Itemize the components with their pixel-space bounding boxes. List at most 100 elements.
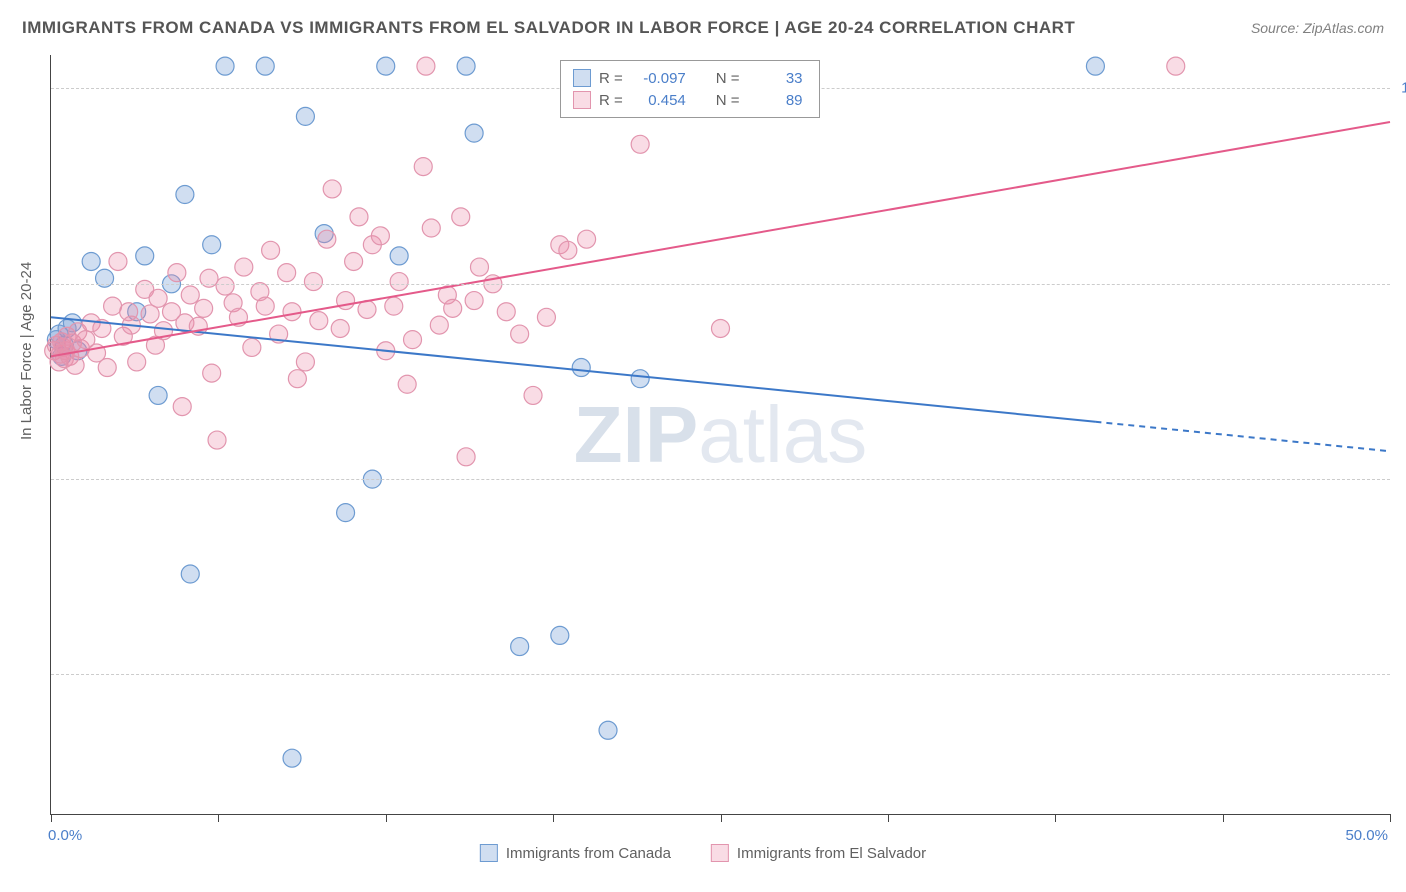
x-tick xyxy=(721,814,722,822)
scatter-point xyxy=(444,299,462,317)
scatter-point xyxy=(128,353,146,371)
plot-area: ZIPatlas 47.5%65.0%82.5%100.0% xyxy=(50,55,1390,815)
scatter-point xyxy=(243,338,261,356)
x-tick xyxy=(218,814,219,822)
x-axis-max-label: 50.0% xyxy=(1345,827,1388,844)
scatter-point xyxy=(551,626,569,644)
scatter-point xyxy=(216,57,234,75)
scatter-point xyxy=(398,375,416,393)
scatter-point xyxy=(304,273,322,291)
x-tick xyxy=(51,814,52,822)
scatter-point xyxy=(283,749,301,767)
legend-N-label: N = xyxy=(716,92,740,109)
scatter-point xyxy=(457,57,475,75)
x-tick xyxy=(1390,814,1391,822)
scatter-point xyxy=(331,319,349,337)
scatter-point xyxy=(262,241,280,259)
scatter-point xyxy=(149,386,167,404)
scatter-point xyxy=(203,236,221,254)
scatter-point xyxy=(149,289,167,307)
legend-swatch xyxy=(711,844,729,862)
scatter-point xyxy=(511,638,529,656)
x-tick xyxy=(1223,814,1224,822)
scatter-point xyxy=(176,186,194,204)
scatter-point xyxy=(235,258,253,276)
legend-correlation-box: R =-0.097N =33R =0.454N =89 xyxy=(560,60,820,118)
scatter-point xyxy=(109,252,127,270)
source-attribution: Source: ZipAtlas.com xyxy=(1251,20,1384,36)
scatter-point xyxy=(104,297,122,315)
legend-swatch xyxy=(573,69,591,87)
chart-svg xyxy=(51,55,1390,814)
scatter-point xyxy=(465,124,483,142)
scatter-point xyxy=(465,292,483,310)
scatter-point xyxy=(181,565,199,583)
scatter-point xyxy=(371,227,389,245)
scatter-point xyxy=(390,273,408,291)
legend-swatch xyxy=(573,91,591,109)
chart-title: IMMIGRANTS FROM CANADA VS IMMIGRANTS FRO… xyxy=(22,18,1075,38)
scatter-point xyxy=(216,277,234,295)
scatter-point xyxy=(337,504,355,522)
legend-R-label: R = xyxy=(599,92,623,109)
scatter-point xyxy=(599,721,617,739)
scatter-point xyxy=(511,325,529,343)
legend-N-label: N = xyxy=(716,70,740,87)
legend-series-label: Immigrants from El Salvador xyxy=(737,845,926,862)
legend-R-value: -0.097 xyxy=(631,70,686,87)
legend-swatch xyxy=(480,844,498,862)
scatter-point xyxy=(310,312,328,330)
scatter-point xyxy=(136,247,154,265)
scatter-point xyxy=(203,364,221,382)
x-tick xyxy=(386,814,387,822)
legend-correlation-row: R = -0.097 N = 33 xyxy=(573,67,807,89)
scatter-point xyxy=(345,252,363,270)
scatter-point xyxy=(181,286,199,304)
scatter-point xyxy=(1086,57,1104,75)
scatter-point xyxy=(470,258,488,276)
regression-line-dashed xyxy=(1095,422,1390,451)
legend-N-value: 33 xyxy=(748,70,803,87)
legend-R-label: R = xyxy=(599,70,623,87)
scatter-point xyxy=(66,356,84,374)
gridline xyxy=(51,284,1390,285)
legend-series-label: Immigrants from Canada xyxy=(506,845,671,862)
x-tick xyxy=(1055,814,1056,822)
gridline xyxy=(51,674,1390,675)
scatter-point xyxy=(430,316,448,334)
y-axis-label: In Labor Force | Age 20-24 xyxy=(18,262,35,440)
legend-series-item: Immigrants from El Salvador xyxy=(711,844,926,862)
gridline xyxy=(51,479,1390,480)
scatter-point xyxy=(537,308,555,326)
scatter-point xyxy=(631,135,649,153)
scatter-point xyxy=(631,370,649,388)
y-tick-label: 100.0% xyxy=(1401,80,1406,97)
scatter-point xyxy=(417,57,435,75)
legend-bottom: Immigrants from Canada Immigrants from El… xyxy=(480,844,926,862)
scatter-point xyxy=(208,431,226,449)
scatter-point xyxy=(452,208,470,226)
scatter-point xyxy=(524,386,542,404)
scatter-point xyxy=(288,370,306,388)
scatter-point xyxy=(377,57,395,75)
scatter-point xyxy=(358,300,376,318)
scatter-point xyxy=(414,158,432,176)
scatter-point xyxy=(278,264,296,282)
legend-correlation-row: R =0.454N =89 xyxy=(573,89,807,111)
x-tick xyxy=(888,814,889,822)
scatter-point xyxy=(572,359,590,377)
scatter-point xyxy=(404,331,422,349)
scatter-point xyxy=(578,230,596,248)
legend-series-item: Immigrants from Canada xyxy=(480,844,671,862)
scatter-point xyxy=(457,448,475,466)
scatter-point xyxy=(385,297,403,315)
scatter-point xyxy=(350,208,368,226)
scatter-point xyxy=(168,264,186,282)
scatter-point xyxy=(283,303,301,321)
scatter-point xyxy=(256,297,274,315)
legend-N-value: 89 xyxy=(748,92,803,109)
scatter-point xyxy=(497,303,515,321)
scatter-point xyxy=(82,252,100,270)
scatter-point xyxy=(390,247,408,265)
x-axis-min-label: 0.0% xyxy=(48,827,82,844)
